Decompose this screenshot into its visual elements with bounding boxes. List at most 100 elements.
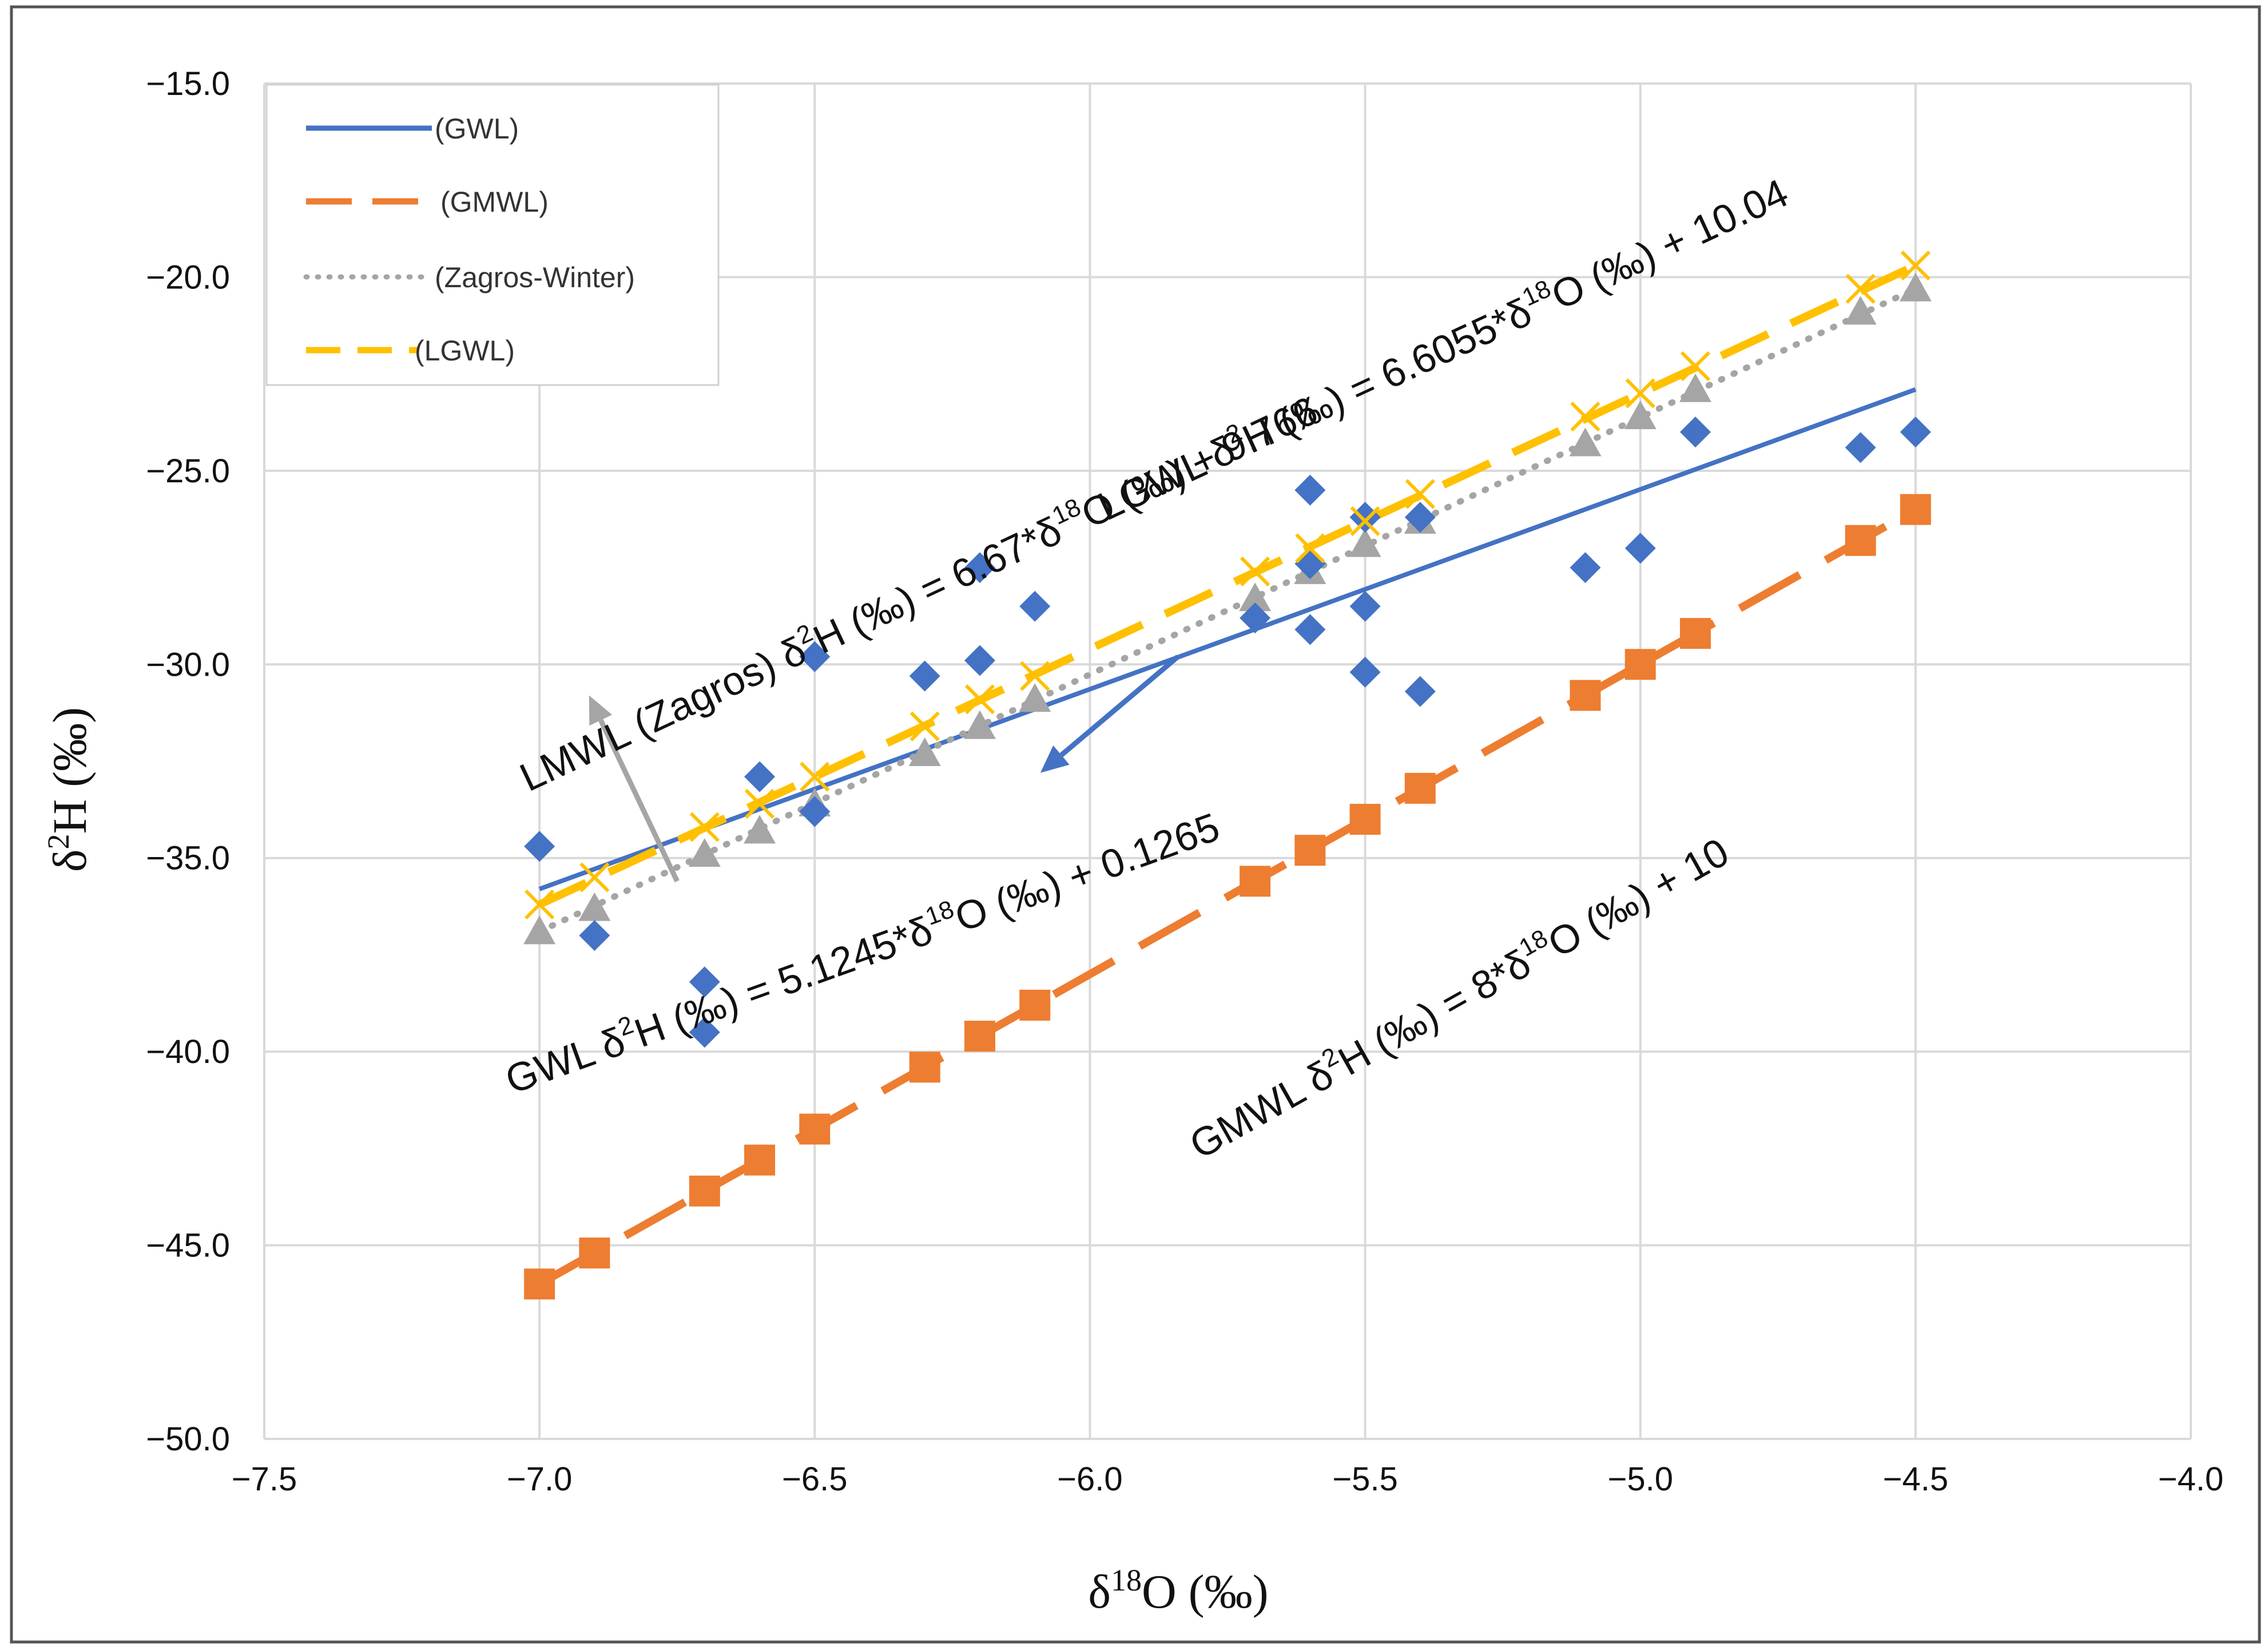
point-zagros-winter-points <box>1624 400 1657 430</box>
point-lgwl-points <box>525 889 555 920</box>
point-lgwl-points <box>579 862 610 893</box>
point-groundwater-samples <box>1349 590 1381 622</box>
point-zagros-winter-points <box>1844 296 1877 325</box>
point-groundwater-samples <box>1294 614 1326 645</box>
point-zagros-winter-points <box>523 915 556 945</box>
point-gmwl-points <box>1570 680 1601 711</box>
x-tick-label: −6.5 <box>782 1461 848 1498</box>
legend: (GWL) (GMWL) (Zagros-Winter) (LGWL) <box>265 84 720 386</box>
y-tick-label: −20.0 <box>146 259 230 296</box>
y-tick-label: −15.0 <box>146 65 230 102</box>
point-zagros-winter-points <box>1569 427 1602 457</box>
y-tick-label: −40.0 <box>146 1033 230 1070</box>
point-groundwater-samples <box>1349 656 1381 688</box>
point-zagros-winter-points <box>908 737 941 766</box>
point-gmwl-points <box>1404 772 1436 804</box>
point-gmwl-points <box>1349 804 1381 835</box>
point-lgwl-points <box>1295 533 1325 564</box>
y-axis-title: δ2H (‰) <box>41 707 97 872</box>
point-groundwater-samples <box>1845 432 1876 463</box>
point-groundwater-samples <box>909 660 940 692</box>
point-groundwater-samples <box>1404 502 1436 533</box>
point-gmwl-points <box>909 1052 940 1083</box>
point-lgwl-points <box>800 761 830 792</box>
point-gmwl-points <box>964 1021 995 1052</box>
point-groundwater-samples <box>964 645 995 676</box>
point-lgwl-points <box>1240 556 1270 586</box>
legend-label-lgwl: (LGWL) <box>415 335 515 367</box>
point-gmwl-points <box>524 1268 555 1300</box>
point-groundwater-samples <box>689 966 720 998</box>
point-groundwater-samples <box>524 831 555 862</box>
point-gmwl-points <box>1624 649 1656 680</box>
point-gmwl-points <box>1240 866 1271 897</box>
point-groundwater-samples <box>1294 474 1326 506</box>
trend-line-gwl <box>538 387 1917 891</box>
point-gmwl-points <box>1679 618 1711 649</box>
x-tick-label: −5.5 <box>1332 1461 1398 1498</box>
point-groundwater-samples <box>799 796 831 827</box>
point-groundwater-samples <box>799 641 831 672</box>
point-groundwater-samples <box>1624 533 1656 564</box>
point-lgwl-points <box>1020 661 1050 691</box>
x-tick-label: −5.0 <box>1607 1461 1673 1498</box>
legend-box <box>265 84 720 386</box>
point-lgwl-points <box>1570 401 1600 432</box>
point-zagros-winter-points <box>1679 373 1711 402</box>
gwl-arrow-shaft <box>1059 655 1180 757</box>
point-gmwl-points <box>689 1175 720 1207</box>
point-gmwl-points <box>1019 989 1051 1021</box>
point-zagros-winter-points <box>744 815 776 844</box>
x-tick-label: −6.0 <box>1057 1461 1123 1498</box>
point-gmwl-points <box>1294 835 1326 866</box>
y-tick-label: −45.0 <box>146 1227 230 1264</box>
x-axis-title: δ18O (‰) <box>1088 1563 1268 1619</box>
point-zagros-winter-points <box>1239 582 1272 612</box>
point-lgwl-points <box>1680 351 1711 382</box>
point-lgwl-points <box>1350 506 1380 536</box>
trend-line-lgwl <box>538 261 1917 909</box>
x-axis-ticks: −7.5 −7.0 −6.5 −6.0 −5.5 −5.0 −4.5 −4.0 <box>232 1461 2224 1498</box>
point-lgwl-points <box>1625 378 1655 408</box>
point-zagros-winter-points <box>1019 683 1051 712</box>
point-zagros-winter-points <box>1349 528 1381 557</box>
x-tick-label: −4.5 <box>1883 1461 1949 1498</box>
gwl-arrow-head <box>1040 745 1070 773</box>
legend-label-gwl: (GWL) <box>435 113 519 145</box>
legend-label-zagros: (Zagros-Winter) <box>435 261 635 293</box>
point-groundwater-samples <box>1240 602 1271 634</box>
annotation-arrows <box>589 655 1180 883</box>
point-zagros-winter-points <box>578 892 611 921</box>
data-points <box>523 251 1932 1300</box>
point-zagros-winter-points <box>963 710 996 739</box>
point-lgwl-points <box>1845 273 1876 304</box>
y-tick-label: −35.0 <box>146 840 230 877</box>
point-groundwater-samples <box>1019 590 1051 622</box>
point-zagros-winter-points <box>1899 272 1932 302</box>
y-tick-label: −25.0 <box>146 453 230 490</box>
point-groundwater-samples <box>1900 417 1931 448</box>
point-gmwl-points <box>744 1144 776 1176</box>
lmwl-arrow-shaft <box>598 719 680 883</box>
point-groundwater-samples <box>689 1017 720 1048</box>
point-groundwater-samples <box>1349 502 1381 533</box>
point-lgwl-points <box>1405 479 1435 509</box>
point-groundwater-samples <box>744 761 776 792</box>
x-tick-label: −7.5 <box>232 1461 297 1498</box>
y-axis-ticks: −15.0 −20.0 −25.0 −30.0 −35.0 −40.0 −45.0 −50.0 <box>146 65 230 1458</box>
point-gmwl-points <box>579 1238 610 1269</box>
y-tick-label: −30.0 <box>146 646 230 683</box>
point-groundwater-samples <box>964 552 995 584</box>
point-gmwl-points <box>1845 525 1876 556</box>
point-lgwl-points <box>689 812 720 842</box>
x-tick-label: −7.0 <box>507 1461 573 1498</box>
point-gmwl-points <box>1900 494 1931 525</box>
legend-label-gmwl: (GMWL) <box>440 186 549 218</box>
point-groundwater-samples <box>1679 417 1711 448</box>
point-lgwl-points <box>909 711 940 741</box>
point-groundwater-samples <box>1404 676 1436 707</box>
x-tick-label: −4.0 <box>2158 1461 2224 1498</box>
point-groundwater-samples <box>1570 552 1601 584</box>
y-tick-label: −50.0 <box>146 1421 230 1458</box>
